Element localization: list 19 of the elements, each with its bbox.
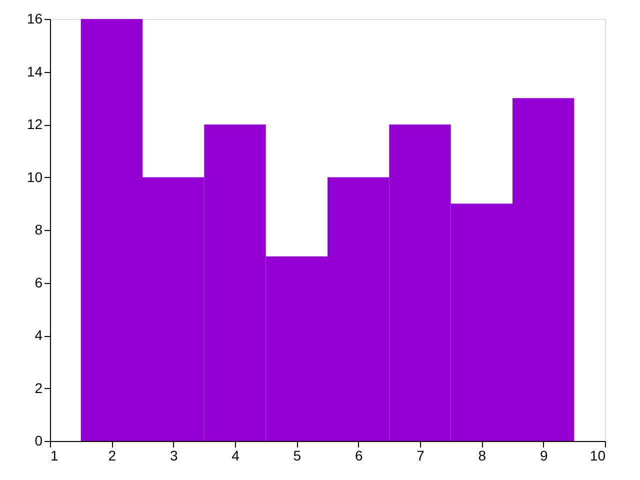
x-tick-label: 2 [108, 448, 116, 464]
x-tick-label: 10 [590, 448, 606, 464]
x-tick-label: 4 [232, 448, 240, 464]
y-tick-label: 16 [26, 10, 43, 26]
x-tick-label: 8 [478, 448, 486, 464]
y-tick-label: 10 [26, 168, 43, 185]
y-tick-label: 14 [26, 63, 43, 80]
x-tick-label: 9 [540, 448, 548, 464]
x-tick-label: 5 [293, 448, 302, 464]
x-tick-label: 3 [170, 448, 178, 464]
x-tick-label: 1 [50, 448, 58, 464]
y-tick-label: 2 [34, 380, 43, 396]
y-tick-label: 4 [34, 327, 43, 343]
x-tick-label: 6 [354, 448, 363, 464]
x-tick-label: 7 [416, 448, 425, 464]
y-tick-label: 12 [26, 116, 43, 132]
y-tick-label: 8 [34, 222, 43, 238]
y-tick-label: 0 [34, 432, 43, 448]
y-tick-label: 6 [34, 274, 43, 290]
